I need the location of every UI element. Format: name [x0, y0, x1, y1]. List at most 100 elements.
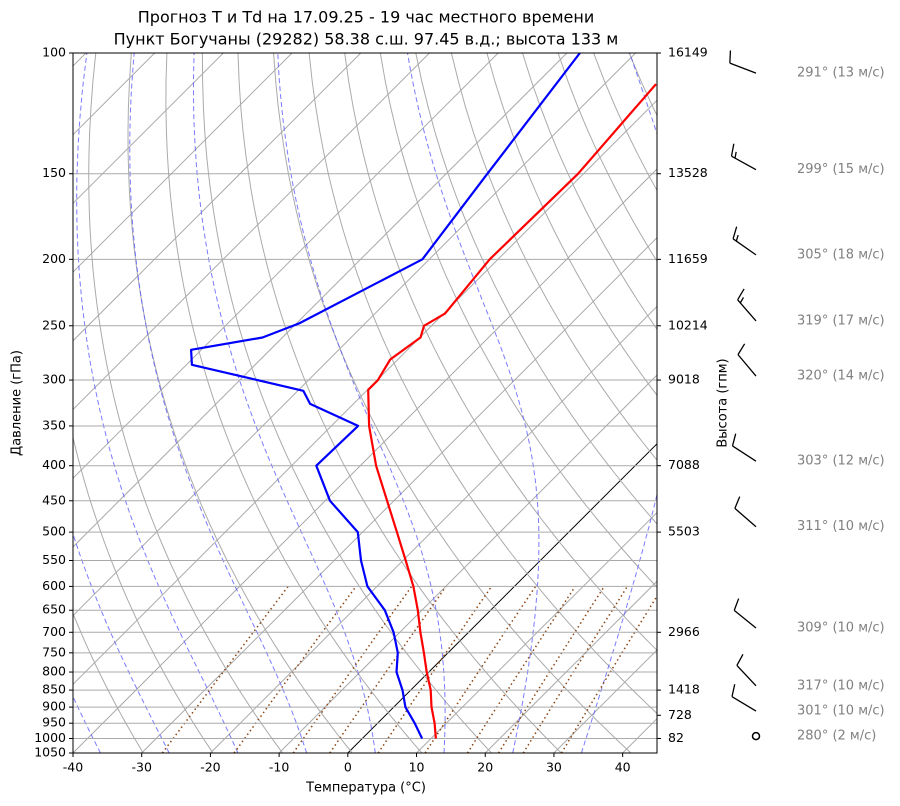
y2-axis-label: Высота (гпм): [716, 358, 731, 447]
wind-barb: [729, 50, 757, 74]
isotherm: [347, 443, 657, 753]
y-tick-label: 900: [42, 699, 66, 714]
wind-label: 311° (10 м/с): [797, 519, 885, 534]
wind-barb: [737, 288, 757, 322]
barb-staff: [736, 664, 757, 687]
wind-barb: [733, 598, 757, 629]
y-tick-label: 750: [42, 644, 66, 659]
dry-adiabat: [201, 53, 492, 753]
moist-adiabat: [193, 53, 376, 753]
y2-tick-label: 9018: [668, 372, 700, 387]
chart-subtitle: Пункт Богучаны (29282) 58.38 с.ш. 97.45 …: [114, 30, 619, 49]
y-tick-label: 100: [42, 45, 66, 60]
y2-tick-label: 13528: [668, 165, 708, 180]
y-tick-label: 1050: [34, 745, 66, 760]
y-tick-label: 300: [42, 372, 66, 387]
barb-half: [734, 151, 737, 159]
x-tick-label: 0: [344, 760, 352, 775]
dry-adiabat: [593, 53, 657, 192]
barb-staff: [732, 445, 757, 462]
barb-full: [737, 288, 745, 301]
dry-adiabat: [237, 53, 562, 753]
dry-adiabat: [807, 53, 900, 753]
mixing-ratio: [161, 585, 289, 753]
isotherm: [73, 53, 430, 411]
x-tick-label: 30: [546, 760, 562, 775]
x-tick-label: -40: [63, 760, 83, 775]
isotherm: [141, 236, 657, 753]
moist-adiabat: [129, 53, 308, 753]
dry-adiabat: [308, 53, 657, 715]
moist-adiabat: [580, 53, 657, 753]
isotherm: [73, 99, 657, 686]
wind-barb: [731, 684, 757, 712]
barb-staff: [731, 696, 757, 712]
wind-barb: [731, 433, 757, 462]
y-tick-label: 600: [42, 578, 66, 593]
wind-label: 299° (15 м/с): [797, 162, 885, 177]
mixing-ratio: [560, 594, 657, 753]
dry-adiabat: [843, 53, 900, 753]
x-tick-label: 20: [477, 760, 493, 775]
barb-full: [731, 684, 736, 697]
barb-full: [737, 343, 746, 355]
barb-full: [731, 433, 737, 447]
y2-tick-label: 5503: [668, 524, 700, 539]
dry-adiabat: [486, 53, 657, 397]
y-tick-label: 700: [42, 624, 66, 639]
barb-full: [734, 496, 741, 509]
isotherm: [622, 717, 657, 753]
wind-label: 305° (18 м/с): [797, 247, 885, 262]
profiles: [190, 53, 657, 739]
barb-staff: [737, 299, 757, 322]
y-tick-label: 550: [42, 552, 66, 567]
wind-label: 309° (10 м/с): [797, 621, 885, 636]
barb-staff: [729, 62, 757, 74]
y-tick-label: 350: [42, 417, 66, 432]
profile-line: [190, 53, 581, 739]
isotherm: [210, 305, 657, 753]
x-tick-label: 10: [409, 760, 425, 775]
moist-adiabat: [277, 53, 446, 753]
x-axis-label: Температура (°C): [305, 781, 426, 796]
moist-adiabat: [407, 53, 540, 753]
y-tick-label: 500: [42, 524, 66, 539]
mixing-ratio: [329, 585, 447, 753]
plot-frame: [72, 52, 658, 754]
barb-staff: [732, 238, 757, 256]
chart-title: Прогноз T и Td на 17.09.25 - 19 час мест…: [138, 8, 594, 27]
barb-full: [732, 226, 738, 239]
isotherm: [484, 580, 657, 753]
y-tick-label: 800: [42, 664, 66, 679]
x-tick-label: -30: [131, 760, 151, 775]
wind-barb: [737, 343, 757, 377]
dry-adiabat: [665, 53, 900, 753]
y2-tick-label: 10214: [668, 317, 708, 332]
y-tick-label: 850: [42, 682, 66, 697]
x-tick-label: -10: [269, 760, 289, 775]
y2-tick-label: 11659: [668, 251, 708, 266]
isotherm: [73, 53, 293, 273]
mixing-ratio: [233, 585, 357, 753]
dry-adiabat: [878, 53, 900, 753]
y-tick-label: 200: [42, 251, 66, 266]
mixing-ratio: [377, 585, 493, 753]
barb-staff: [733, 609, 757, 629]
dry-adiabat: [127, 53, 353, 753]
background-lines: [73, 53, 900, 753]
dry-adiabat: [736, 53, 900, 753]
isotherm: [73, 53, 568, 548]
isotherm: [73, 53, 224, 205]
isotherm: [73, 53, 362, 342]
y-axis-label: Давление (гПа): [10, 350, 25, 456]
isotherm: [73, 53, 499, 479]
wind-label: 280° (2 м/с): [797, 729, 876, 744]
dry-adiabat: [415, 53, 657, 525]
isotherm: [416, 511, 657, 753]
mixing-ratio: [424, 585, 537, 753]
wind-label: 320° (14 м/с): [797, 369, 885, 384]
wind-label: 291° (13 м/с): [797, 66, 885, 81]
y-tick-label: 250: [42, 317, 66, 332]
wind-label: 303° (12 м/с): [797, 454, 885, 469]
